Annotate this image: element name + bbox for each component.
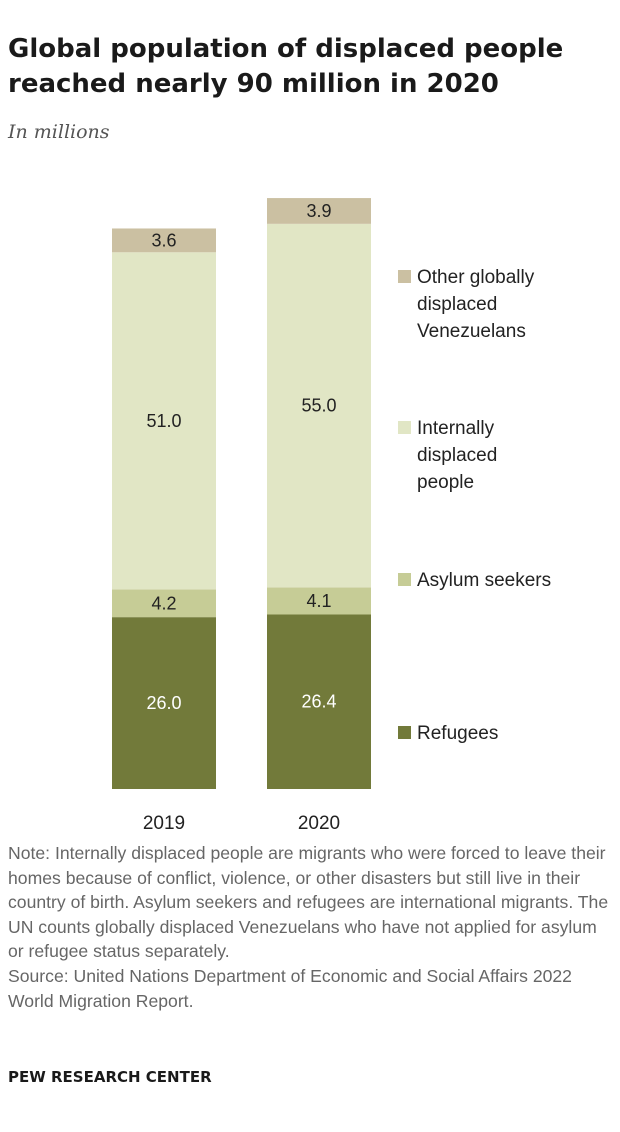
legend-label-1-0: Internally: [417, 418, 495, 439]
chart-title: Global population of displaced people re…: [8, 34, 564, 99]
bar-segment-2020-2: [267, 223, 371, 588]
data-label-2019-0: 26.0: [146, 693, 181, 713]
bar-segment-2019-1: [112, 589, 216, 618]
legend-label-0-2: Venezuelans: [417, 321, 526, 342]
legend-swatch-2: [398, 573, 411, 586]
legend-swatch-3: [398, 726, 411, 739]
bar-segment-2020-0: [267, 614, 371, 789]
data-label-2019-3: 3.6: [151, 230, 176, 250]
stacked-bar-chart: 26.0 4.2 51.0 3.6 2019 26.4 4.1 55.0 3.9 2020 Othe…: [112, 198, 551, 834]
data-label-2020-0: 26.4: [301, 692, 336, 712]
bar-segment-2019-3: [112, 228, 216, 253]
bar-segment-2019-2: [112, 252, 216, 590]
data-label-2019-1: 4.2: [151, 593, 176, 613]
chart-source: Source: United Nations Department of Eco…: [8, 965, 572, 1011]
legend-swatch-0: [398, 270, 411, 283]
bar-segment-2020-3: [267, 198, 371, 224]
notes: Note: Internally displaced people are mi…: [8, 841, 613, 1013]
legend-label-0-0: Other globally: [417, 267, 535, 288]
legend-swatch-1: [398, 421, 411, 434]
chart-subtitle: In millions: [8, 121, 110, 143]
data-label-2020-2: 55.0: [301, 396, 336, 416]
data-label-2020-1: 4.1: [306, 591, 331, 611]
brand-logo-text: PEW RESEARCH CENTER: [8, 1068, 212, 1086]
chart-note: Note: Internally displaced people are mi…: [8, 843, 609, 962]
x-tick-label-2019: 2019: [143, 813, 185, 834]
legend-label-3-0: Refugees: [417, 723, 498, 744]
legend-label-0-1: displaced: [417, 294, 497, 315]
x-tick-label-2020: 2020: [298, 813, 340, 834]
bar-segment-2020-1: [267, 587, 371, 615]
legend-label-1-1: displaced: [417, 445, 497, 466]
data-label-2019-2: 51.0: [146, 411, 181, 431]
legend-label-1-2: people: [417, 472, 474, 493]
legend-label-2-0: Asylum seekers: [417, 570, 551, 591]
bar-segment-2019-0: [112, 617, 216, 789]
data-label-2020-3: 3.9: [306, 201, 331, 221]
